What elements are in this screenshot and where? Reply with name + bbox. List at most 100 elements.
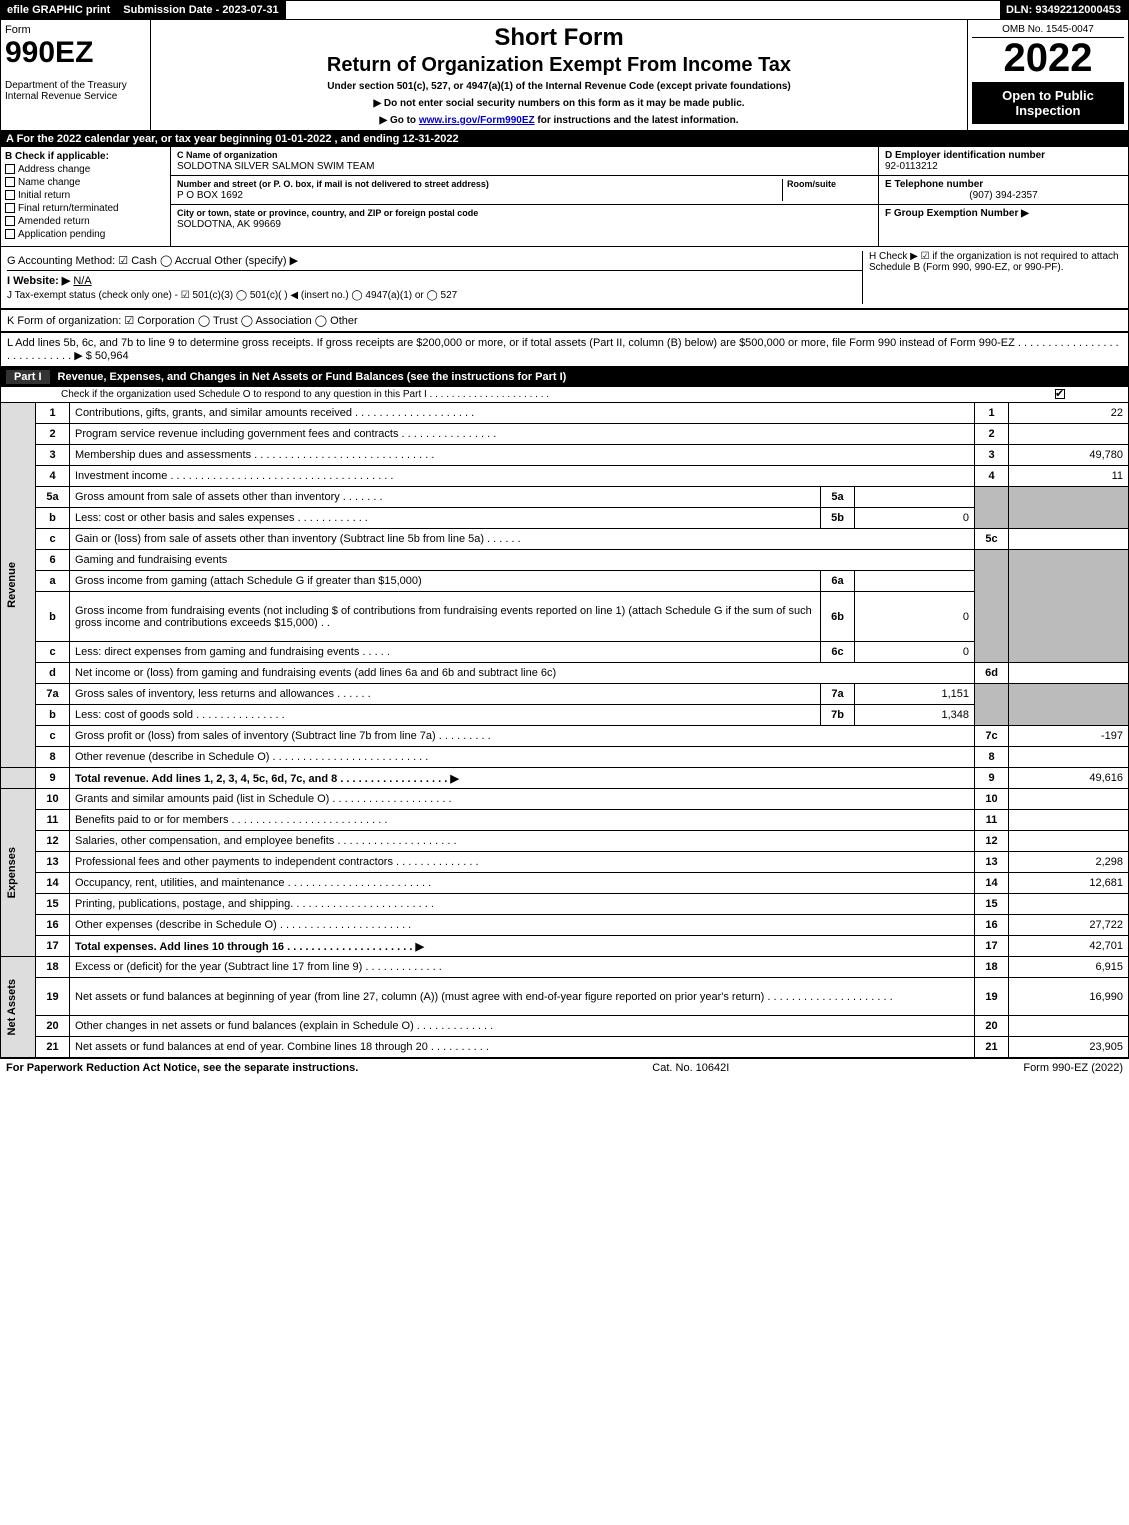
l12-val [1009,831,1129,852]
chk-address-change[interactable]: Address change [5,164,166,175]
l7c-num: c [36,726,70,747]
l7b-sv: 1,348 [855,705,975,726]
info-grid: B Check if applicable: Address change Na… [0,147,1129,247]
l5a-desc: Gross amount from sale of assets other t… [70,487,821,508]
ein-value: 92-0113212 [885,161,938,172]
l4-num: 4 [36,466,70,487]
l8-rnum: 8 [975,747,1009,768]
part1-sub: Check if the organization used Schedule … [61,389,549,400]
instruction-2: ▶ Go to www.irs.gov/Form990EZ for instru… [159,115,959,126]
side-expenses: Expenses [1,789,36,957]
chk-label: Final return/terminated [18,203,119,214]
col-b-label: B Check if applicable: [5,151,166,162]
l5c-desc: Gain or (loss) from sale of assets other… [70,529,975,550]
l4-desc: Investment income . . . . . . . . . . . … [70,466,975,487]
l17-val: 42,701 [1009,936,1129,957]
chk-application-pending[interactable]: Application pending [5,229,166,240]
line-k-row: K Form of organization: ☑ Corporation ◯ … [0,309,1129,332]
chk-label: Address change [18,164,90,175]
l8-desc: Other revenue (describe in Schedule O) .… [70,747,975,768]
l14-num: 14 [36,873,70,894]
l16-num: 16 [36,915,70,936]
l21-rnum: 21 [975,1037,1009,1058]
chk-final-return[interactable]: Final return/terminated [5,203,166,214]
misc-section: G Accounting Method: ☑ Cash ◯ Accrual Ot… [0,247,1129,309]
l6c-sub: 6c [821,642,855,663]
line-j: J Tax-exempt status (check only one) - ☑… [7,290,862,301]
l16-desc: Other expenses (describe in Schedule O) … [70,915,975,936]
l5a-num: 5a [36,487,70,508]
l14-rnum: 14 [975,873,1009,894]
line-g: G Accounting Method: ☑ Cash ◯ Accrual Ot… [7,254,862,271]
l19-num: 19 [36,978,70,1016]
l6a-num: a [36,571,70,592]
efile-label: efile GRAPHIC print [1,1,117,19]
l5a-sv [855,487,975,508]
subtitle: Under section 501(c), 527, or 4947(a)(1)… [159,81,959,92]
ein-row: D Employer identification number 92-0113… [879,147,1128,176]
org-name-label: C Name of organization [177,150,278,160]
chk-label: Initial return [18,190,70,201]
line-k: K Form of organization: ☑ Corporation ◯ … [7,315,358,327]
l3-val: 49,780 [1009,445,1129,466]
form-header: Form 990EZ Department of the Treasury In… [0,20,1129,131]
top-bar: efile GRAPHIC print Submission Date - 20… [0,0,1129,20]
l6b-num: b [36,592,70,642]
irs-link[interactable]: www.irs.gov/Form990EZ [419,115,535,126]
l20-desc: Other changes in net assets or fund bala… [70,1016,975,1037]
l9-desc: Total revenue. Add lines 1, 2, 3, 4, 5c,… [70,768,975,789]
page-footer: For Paperwork Reduction Act Notice, see … [0,1058,1129,1077]
l19-rnum: 19 [975,978,1009,1016]
tax-year: 2022 [972,38,1124,78]
l6c-num: c [36,642,70,663]
line-l: L Add lines 5b, 6c, and 7b to line 9 to … [7,337,1119,362]
l9-desc-text: Total revenue. Add lines 1, 2, 3, 4, 5c,… [75,773,459,785]
schedule-o-checkbox[interactable] [1055,389,1065,399]
l5c-num: c [36,529,70,550]
org-name: SOLDOTNA SILVER SALMON SWIM TEAM [177,161,374,172]
l8-num: 8 [36,747,70,768]
l13-num: 13 [36,852,70,873]
l2-desc: Program service revenue including govern… [70,424,975,445]
l7a-sv: 1,151 [855,684,975,705]
l12-rnum: 12 [975,831,1009,852]
instr2-post: for instructions and the latest informat… [535,115,739,126]
l3-rnum: 3 [975,445,1009,466]
footer-center: Cat. No. 10642I [358,1062,1023,1074]
header-left: Form 990EZ Department of the Treasury In… [1,20,151,130]
l15-rnum: 15 [975,894,1009,915]
phone-row: E Telephone number (907) 394-2357 [879,176,1128,205]
l15-num: 15 [36,894,70,915]
part1-title: Revenue, Expenses, and Changes in Net As… [58,371,567,383]
line-h: H Check ▶ ☑ if the organization is not r… [862,251,1122,304]
chk-amended[interactable]: Amended return [5,216,166,227]
l18-val: 6,915 [1009,957,1129,978]
line-i: I Website: ▶ N/A [7,274,862,287]
l16-rnum: 16 [975,915,1009,936]
l4-rnum: 4 [975,466,1009,487]
section-a-calendar-year: A For the 2022 calendar year, or tax yea… [0,131,1129,147]
inspection-badge: Open to Public Inspection [972,82,1124,124]
col-c-org-info: C Name of organization SOLDOTNA SILVER S… [171,147,878,246]
l20-num: 20 [36,1016,70,1037]
l5b-sv: 0 [855,508,975,529]
side-revenue: Revenue [1,403,36,768]
part1-header: Part I Revenue, Expenses, and Changes in… [0,367,1129,387]
l7a-desc: Gross sales of inventory, less returns a… [70,684,821,705]
street-value: P O BOX 1692 [177,190,243,201]
l5b-desc: Less: cost or other basis and sales expe… [70,508,821,529]
l6a-desc: Gross income from gaming (attach Schedul… [70,571,821,592]
l1-desc: Contributions, gifts, grants, and simila… [70,403,975,424]
instruction-1: ▶ Do not enter social security numbers o… [159,98,959,109]
side-netassets: Net Assets [1,957,36,1058]
chk-label: Name change [18,177,80,188]
org-name-row: C Name of organization SOLDOTNA SILVER S… [171,147,878,176]
l7b-sub: 7b [821,705,855,726]
instr2-pre: ▶ Go to [379,115,418,126]
l6d-num: d [36,663,70,684]
chk-name-change[interactable]: Name change [5,177,166,188]
part1-tag: Part I [6,370,50,384]
l17-desc-text: Total expenses. Add lines 10 through 16 … [75,941,424,953]
chk-initial-return[interactable]: Initial return [5,190,166,201]
l3-num: 3 [36,445,70,466]
